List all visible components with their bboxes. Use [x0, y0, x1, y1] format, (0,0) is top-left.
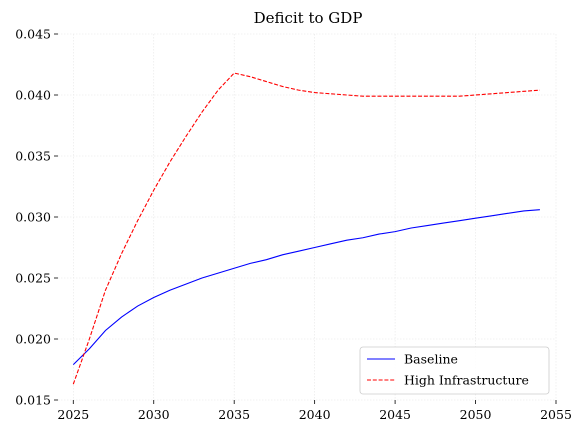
legend: Baseline High Infrastructure: [359, 346, 550, 395]
legend-frame: [359, 346, 550, 395]
x-tick-label: 2035: [218, 407, 250, 422]
y-tick-label: 0.035: [15, 149, 51, 164]
y-tick-label: 0.015: [15, 393, 51, 408]
y-tick-label: 0.020: [15, 332, 51, 347]
y-tick-label: 0.045: [15, 27, 51, 42]
x-axis: 2025 2030 2035 2040 2045 2050 2055: [57, 400, 572, 422]
x-tick-label: 2040: [299, 407, 331, 422]
series-layer: [72, 72, 540, 385]
x-tick-label: 2055: [540, 407, 572, 422]
y-tick-label: 0.030: [15, 210, 51, 225]
x-tick-label: 2025: [57, 407, 89, 422]
legend-label: Baseline: [404, 352, 458, 367]
chart-title: Deficit to GDP: [254, 9, 363, 27]
x-tick-label: 2030: [138, 407, 170, 422]
grid: [58, 33, 557, 401]
y-tick-label: 0.025: [15, 271, 51, 286]
legend-label: High Infrastructure: [404, 373, 529, 388]
y-tick-label: 0.040: [15, 88, 51, 103]
series-line-high-infrastructure: [72, 72, 540, 385]
series-line-baseline: [72, 209, 540, 366]
y-axis: 0.015 0.020 0.025 0.030 0.035 0.040 0.045: [15, 27, 58, 408]
x-tick-label: 2045: [379, 407, 411, 422]
x-tick-label: 2050: [460, 407, 492, 422]
